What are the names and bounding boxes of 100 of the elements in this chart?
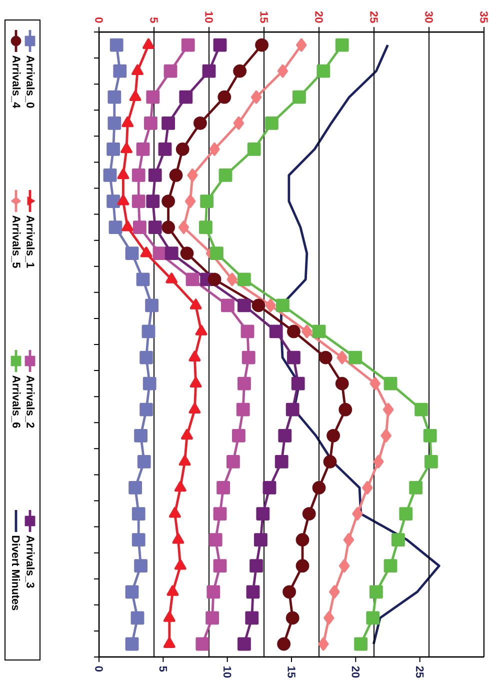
point (262, 481, 276, 494)
point (162, 220, 175, 234)
point (187, 168, 198, 182)
point (152, 246, 166, 260)
point (286, 611, 300, 625)
point (232, 428, 246, 442)
point (163, 637, 176, 648)
point (136, 142, 150, 156)
point (128, 481, 142, 494)
point (265, 298, 276, 312)
x2-tick-label: 15 (260, 12, 268, 23)
point (373, 454, 384, 468)
point (208, 272, 222, 286)
point (269, 324, 283, 338)
point (286, 402, 300, 416)
point (336, 350, 348, 364)
point (221, 298, 234, 312)
point (296, 38, 307, 52)
point (117, 194, 130, 206)
point (132, 533, 146, 547)
point (142, 324, 156, 338)
point (196, 637, 210, 651)
point (362, 481, 373, 494)
point (213, 38, 227, 52)
point (424, 454, 438, 468)
point (291, 376, 305, 390)
point (163, 611, 176, 622)
point (130, 611, 144, 625)
point (186, 272, 200, 286)
point (343, 533, 354, 547)
point (296, 559, 310, 573)
point (238, 298, 251, 312)
point (181, 428, 193, 440)
point (199, 220, 212, 234)
point (200, 194, 214, 208)
point (278, 428, 292, 442)
point (274, 454, 288, 468)
point (242, 350, 256, 364)
point (164, 64, 178, 78)
point (166, 272, 178, 284)
point (276, 298, 290, 312)
point (179, 90, 193, 104)
legend-label: Divert Minutes (12, 536, 20, 610)
legend-label: Arrivals_2 (25, 375, 35, 428)
point (180, 246, 194, 260)
point (132, 194, 146, 208)
point (162, 116, 175, 130)
x2-tick-label: 25 (370, 11, 378, 23)
point (256, 507, 270, 520)
point (252, 298, 266, 312)
x2-tick-label: 20 (315, 11, 323, 23)
point (132, 168, 146, 182)
x2-tick-label: 0 (95, 17, 103, 23)
point (287, 350, 300, 364)
point (136, 272, 150, 286)
point (250, 559, 263, 573)
legend-label: Arrivals_1 (25, 215, 35, 268)
point (166, 585, 179, 596)
point (172, 533, 184, 544)
point (338, 402, 352, 416)
point (194, 116, 207, 130)
legend-label: Arrivals_0 (25, 55, 35, 108)
point (312, 481, 326, 494)
point (312, 324, 326, 338)
point (178, 454, 191, 466)
point (302, 324, 312, 338)
x-tick-label: 25 (416, 666, 424, 678)
x-tick-label: 0 (95, 666, 103, 672)
point (174, 559, 186, 570)
point (125, 637, 139, 651)
point (148, 168, 162, 182)
point (106, 142, 120, 156)
x-tick-label: 15 (288, 666, 296, 678)
point (132, 64, 144, 76)
point (238, 637, 251, 651)
point (129, 90, 142, 102)
point (137, 454, 151, 468)
point (354, 637, 368, 651)
point (226, 272, 238, 286)
point (335, 38, 349, 52)
point (246, 585, 260, 599)
point (176, 142, 190, 156)
point (324, 611, 334, 625)
point (206, 585, 220, 599)
point (120, 142, 132, 154)
point (423, 428, 437, 442)
point (329, 585, 340, 599)
point (318, 637, 329, 651)
point (209, 142, 220, 156)
point (238, 376, 251, 390)
point (132, 507, 146, 520)
point (296, 533, 310, 547)
point (233, 116, 244, 130)
point (110, 38, 124, 52)
point (117, 168, 130, 180)
point (140, 402, 153, 416)
point (323, 454, 337, 468)
point (106, 194, 120, 208)
point (210, 246, 224, 260)
point (188, 350, 201, 362)
